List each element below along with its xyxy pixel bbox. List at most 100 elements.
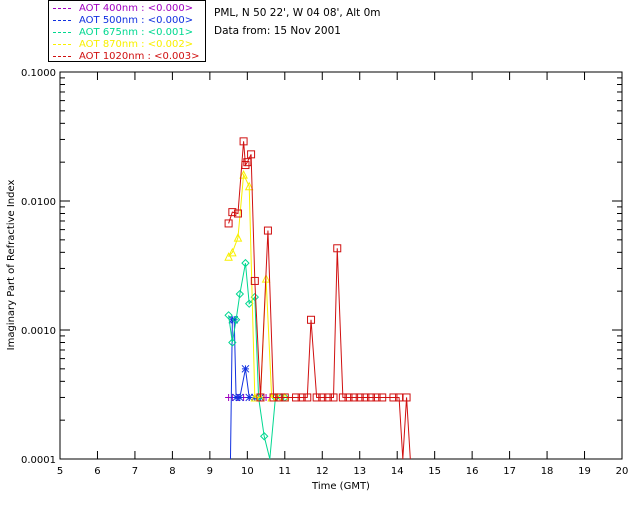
data-point <box>312 393 321 402</box>
data-point <box>228 247 237 257</box>
x-tick-label: 11 <box>278 466 291 477</box>
data-point <box>241 161 250 170</box>
x-axis-title: Time (GMT) <box>311 481 370 492</box>
y-axis-title: Imaginary Part of Refractive Index <box>6 180 17 351</box>
legend-swatch <box>53 43 71 45</box>
data-point <box>244 299 254 308</box>
y-tick-label: 0.1000 <box>21 68 56 79</box>
data-point <box>247 150 256 159</box>
series-layer <box>224 137 411 460</box>
legend-swatch <box>53 19 71 21</box>
data-point <box>245 393 254 402</box>
data-point <box>318 393 327 402</box>
series-line <box>228 141 411 460</box>
x-tick-label: 18 <box>541 466 554 477</box>
x-tick-label: 8 <box>169 466 175 477</box>
data-point <box>250 276 259 285</box>
x-tick-label: 15 <box>428 466 441 477</box>
legend-item-870: AOT 870nm : <0.002> <box>53 39 193 50</box>
x-tick-label: 19 <box>578 466 591 477</box>
legend-item-400: AOT 400nm : <0.000> <box>53 3 193 14</box>
legend-label: AOT 675nm : <0.001> <box>79 27 194 38</box>
data-point <box>233 233 243 242</box>
data-point <box>233 209 242 218</box>
y-axis: 0.0001 0.0010 0.0100 0.1000 <box>21 68 622 466</box>
x-tick-label: 5 <box>57 466 63 477</box>
legend-label: AOT 1020nm : <0.003> <box>79 51 200 62</box>
data-point <box>224 219 233 228</box>
data-point <box>323 393 332 402</box>
data-point <box>259 432 269 441</box>
plot-area <box>59 71 623 460</box>
series-4 <box>224 137 411 460</box>
data-point <box>303 393 312 402</box>
data-point <box>366 393 375 402</box>
x-axis: 5 6 7 8 9 10 11 12 13 14 15 16 17 18 19 20 <box>57 72 629 477</box>
data-point <box>244 181 254 191</box>
legend-label: AOT 400nm : <0.000> <box>79 3 194 14</box>
data-point <box>228 338 237 347</box>
legend-item-500: AOT 500nm : <0.000> <box>53 15 193 26</box>
data-point <box>230 315 239 324</box>
data-point <box>256 393 265 402</box>
data-point <box>372 393 381 402</box>
data-point <box>292 393 301 402</box>
data-point <box>338 393 347 402</box>
x-tick-label: 12 <box>316 466 329 477</box>
site-info: PML, N 50 22', W 04 08', Alt 0m <box>214 7 381 19</box>
legend-label: AOT 870nm : <0.002> <box>79 39 194 50</box>
data-point <box>361 393 370 402</box>
data-point <box>402 393 411 402</box>
legend-swatch <box>53 31 71 33</box>
data-point <box>333 244 342 253</box>
series-line <box>228 263 285 460</box>
x-tick-label: 10 <box>241 466 254 477</box>
x-tick-label: 9 <box>207 466 213 477</box>
x-tick-label: 16 <box>466 466 479 477</box>
legend: AOT 400nm : <0.000> AOT 500nm : <0.000> … <box>48 0 206 62</box>
y-tick-label: 0.0010 <box>21 326 56 337</box>
data-point <box>241 364 250 373</box>
data-point <box>239 137 248 146</box>
x-tick-label: 14 <box>391 466 404 477</box>
data-point <box>241 258 250 268</box>
data-point <box>235 289 245 299</box>
data-point <box>329 393 338 402</box>
data-point <box>239 170 248 179</box>
data-point <box>344 393 353 402</box>
y-tick-label: 0.0100 <box>21 197 56 208</box>
y-tick-label: 0.0001 <box>21 455 56 466</box>
data-point <box>224 252 233 261</box>
data-point <box>224 311 233 320</box>
data-point <box>307 315 316 324</box>
x-tick-label: 20 <box>616 466 629 477</box>
x-tick-label: 13 <box>353 466 366 477</box>
legend-label: AOT 500nm : <0.000> <box>79 15 194 26</box>
series-2 <box>224 258 290 460</box>
data-point <box>355 393 364 402</box>
data-point <box>231 315 241 324</box>
data-point <box>275 393 284 402</box>
data-point <box>232 393 240 402</box>
data-point <box>228 208 237 217</box>
series-line <box>229 319 261 460</box>
data-point <box>269 393 278 402</box>
series-line <box>228 172 285 398</box>
data-point <box>243 158 252 167</box>
legend-item-675: AOT 675nm : <0.001> <box>53 27 193 38</box>
data-point <box>378 393 387 402</box>
series-3 <box>224 170 290 402</box>
date-info: Data from: 15 Nov 2001 <box>214 25 341 37</box>
legend-swatch <box>53 7 71 9</box>
data-point <box>350 393 359 402</box>
data-point <box>235 393 244 402</box>
x-tick-label: 6 <box>94 466 100 477</box>
data-point <box>297 393 306 402</box>
data-point <box>263 226 272 235</box>
legend-item-1020: AOT 1020nm : <0.003> <box>53 51 199 62</box>
data-point <box>389 393 398 402</box>
legend-swatch <box>53 55 71 57</box>
x-tick-label: 17 <box>503 466 516 477</box>
data-point <box>280 393 289 402</box>
